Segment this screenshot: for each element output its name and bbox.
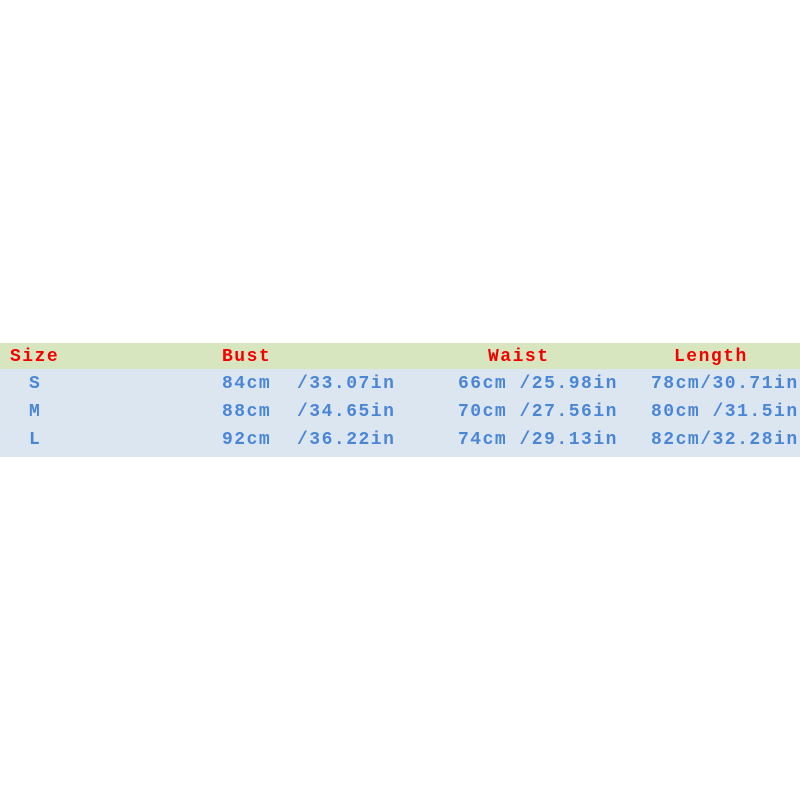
- cell-bust-in: /34.65in: [297, 402, 396, 422]
- cell-length: 78cm/30.71in: [651, 374, 799, 394]
- cell-size: L: [29, 430, 42, 450]
- cell-bust-in: /36.22in: [297, 430, 396, 450]
- cell-size: S: [29, 374, 42, 394]
- cell-bust-cm: 88cm: [222, 402, 272, 422]
- cell-bust-in: /33.07in: [297, 374, 396, 394]
- header-row: [0, 343, 800, 369]
- cell-length: 82cm/32.28in: [651, 430, 799, 450]
- header-size: Size: [10, 347, 60, 367]
- cell-waist: 66cm /25.98in: [458, 374, 618, 394]
- cell-bust-cm: 84cm: [222, 374, 272, 394]
- header-length: Length: [674, 347, 748, 367]
- cell-size: M: [29, 402, 42, 422]
- table-body: [0, 369, 800, 457]
- cell-bust-cm: 92cm: [222, 430, 272, 450]
- cell-waist: 74cm /29.13in: [458, 430, 618, 450]
- header-bust: Bust: [222, 347, 272, 367]
- header-waist: Waist: [488, 347, 550, 367]
- cell-waist: 70cm /27.56in: [458, 402, 618, 422]
- cell-length: 80cm /31.5in: [651, 402, 799, 422]
